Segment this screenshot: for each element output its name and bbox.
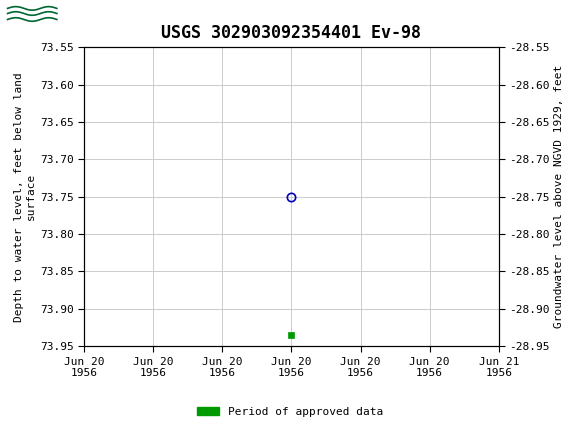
Y-axis label: Groundwater level above NGVD 1929, feet: Groundwater level above NGVD 1929, feet bbox=[554, 65, 564, 329]
Title: USGS 302903092354401 Ev-98: USGS 302903092354401 Ev-98 bbox=[161, 24, 422, 42]
Legend: Period of approved data: Period of approved data bbox=[193, 402, 387, 421]
Y-axis label: Depth to water level, feet below land
surface: Depth to water level, feet below land su… bbox=[14, 72, 36, 322]
Text: USGS: USGS bbox=[66, 6, 125, 25]
FancyBboxPatch shape bbox=[5, 3, 60, 27]
